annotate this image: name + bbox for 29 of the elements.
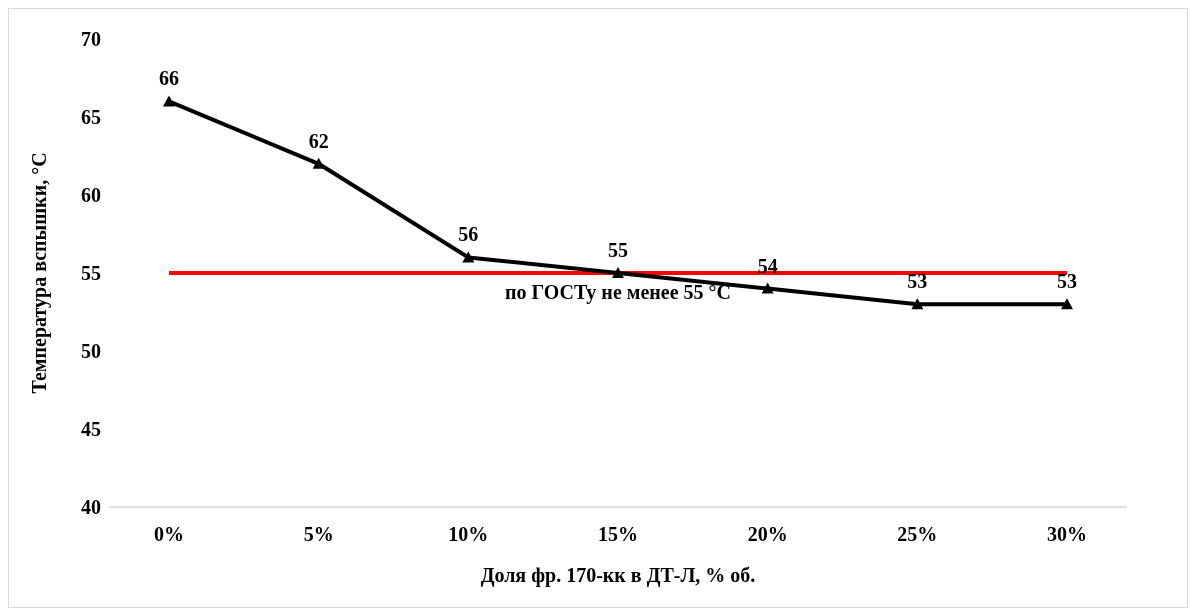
y-tick-label: 65 bbox=[81, 106, 101, 129]
y-axis-title: Температура вспышки, °C bbox=[28, 152, 52, 394]
x-tick-label: 10% bbox=[448, 523, 489, 546]
y-tick-label: 70 bbox=[81, 28, 101, 51]
data-label: 56 bbox=[458, 223, 479, 246]
y-tick-label: 55 bbox=[81, 262, 101, 285]
x-tick-label: 20% bbox=[747, 523, 788, 546]
x-tick-label: 0% bbox=[154, 523, 184, 546]
point bbox=[163, 95, 175, 107]
x-tick-label: 30% bbox=[1047, 523, 1087, 546]
data-label: 53 bbox=[907, 270, 928, 293]
y-tick-label: 45 bbox=[81, 418, 101, 441]
x-tick-label: 25% bbox=[897, 523, 938, 546]
point bbox=[911, 298, 924, 310]
point bbox=[1061, 298, 1073, 310]
point bbox=[462, 251, 475, 263]
y-tick-label: 50 bbox=[81, 340, 101, 363]
data-label: 54 bbox=[757, 254, 778, 277]
x-tick-label: 5% bbox=[303, 523, 334, 546]
data-label: 55 bbox=[608, 239, 628, 261]
y-tick-label: 60 bbox=[81, 184, 101, 207]
x-tick-label: 15% bbox=[598, 523, 638, 546]
point bbox=[612, 267, 624, 278]
data-label: 66 bbox=[159, 67, 179, 90]
data-label: 62 bbox=[308, 129, 329, 152]
data-label: 53 bbox=[1057, 270, 1077, 293]
y-tick-label: 40 bbox=[81, 496, 101, 519]
point bbox=[761, 282, 774, 294]
x-axis-title: Доля фр. 170-кк в ДТ-Л, % об. bbox=[480, 564, 756, 587]
